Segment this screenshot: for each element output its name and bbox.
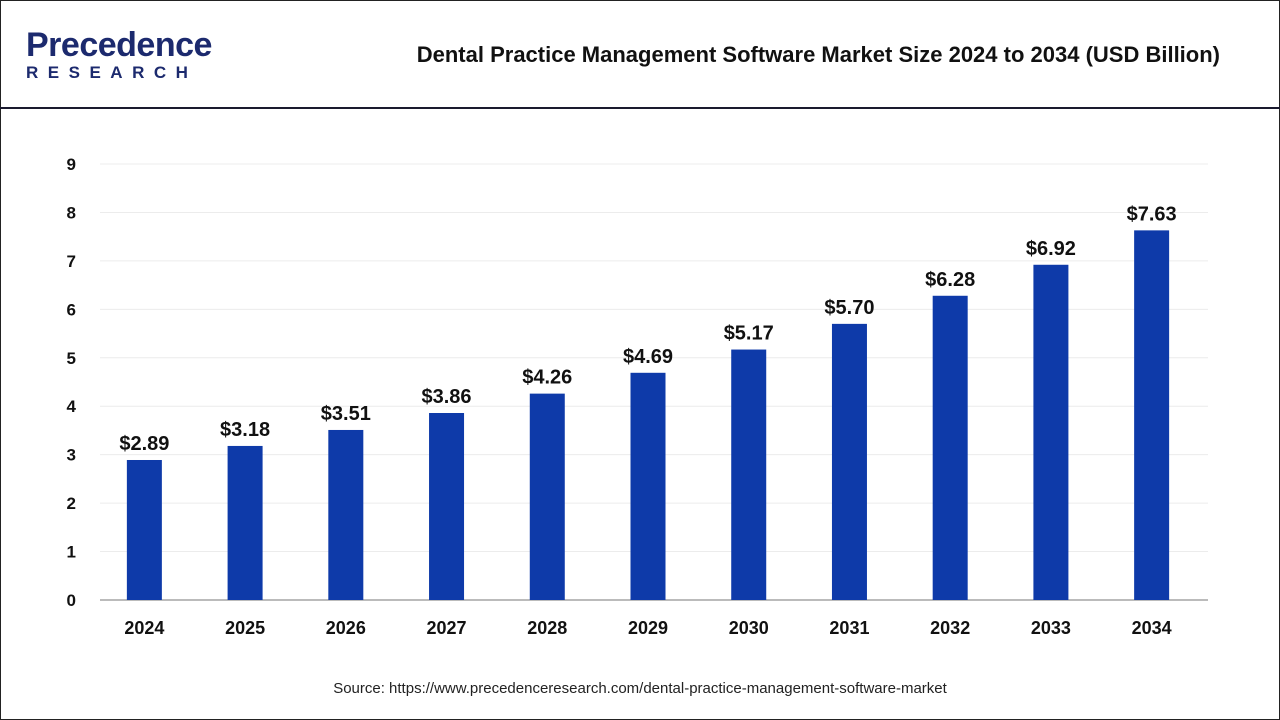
logo-text-top: Precedence xyxy=(26,26,212,64)
y-tick-label: 2 xyxy=(67,494,76,513)
x-tick-label: 2026 xyxy=(326,618,366,638)
bar-2025 xyxy=(227,445,263,600)
y-tick-label: 6 xyxy=(67,300,76,319)
y-tick-label: 4 xyxy=(67,397,77,416)
data-label: $5.70 xyxy=(824,297,874,319)
data-label: $6.28 xyxy=(925,269,975,291)
source-text: Source: https://www.precedenceresearch.c… xyxy=(333,680,947,697)
x-tick-label: 2024 xyxy=(124,618,164,638)
chart-title: Dental Practice Management Software Mark… xyxy=(416,42,1220,67)
data-label: $6.92 xyxy=(1026,238,1076,260)
y-tick-label: 5 xyxy=(67,349,76,368)
bar-2026 xyxy=(328,429,364,600)
y-tick-label: 1 xyxy=(67,543,76,562)
data-label: $3.51 xyxy=(321,403,371,425)
bar-2028 xyxy=(529,393,565,600)
x-tick-label: 2030 xyxy=(729,618,769,638)
x-tick-label: 2031 xyxy=(829,618,869,638)
logo: Precedence RESEARCH xyxy=(26,28,212,82)
bar-2029 xyxy=(630,372,666,600)
data-label: $2.89 xyxy=(119,433,169,455)
bar-2034 xyxy=(1134,230,1170,600)
x-tick-label: 2029 xyxy=(628,618,668,638)
y-tick-label: 0 xyxy=(67,591,76,610)
y-tick-label: 8 xyxy=(67,203,76,222)
data-label: $5.17 xyxy=(724,323,774,345)
data-label: $3.18 xyxy=(220,419,270,441)
bar-2027 xyxy=(429,413,465,600)
x-tick-label: 2034 xyxy=(1132,618,1172,638)
data-label: $4.69 xyxy=(623,346,673,368)
data-label: $3.86 xyxy=(422,386,472,408)
bar-2032 xyxy=(932,295,968,600)
y-tick-label: 3 xyxy=(67,446,76,465)
x-tick-label: 2028 xyxy=(527,618,567,638)
bar-2033 xyxy=(1033,264,1069,600)
x-tick-label: 2025 xyxy=(225,618,265,638)
x-tick-label: 2027 xyxy=(427,618,467,638)
y-tick-label: 9 xyxy=(67,155,76,174)
bar-2031 xyxy=(831,323,867,600)
data-label: $7.63 xyxy=(1127,203,1177,225)
data-label: $4.26 xyxy=(522,367,572,389)
x-tick-label: 2033 xyxy=(1031,618,1071,638)
bar-2030 xyxy=(731,349,767,600)
header: Precedence RESEARCH Dental Practice Mana… xyxy=(0,0,1280,109)
logo-text-bottom: RESEARCH xyxy=(26,63,198,82)
bar-2024 xyxy=(126,459,162,600)
x-tick-label: 2032 xyxy=(930,618,970,638)
y-tick-label: 7 xyxy=(67,252,76,271)
